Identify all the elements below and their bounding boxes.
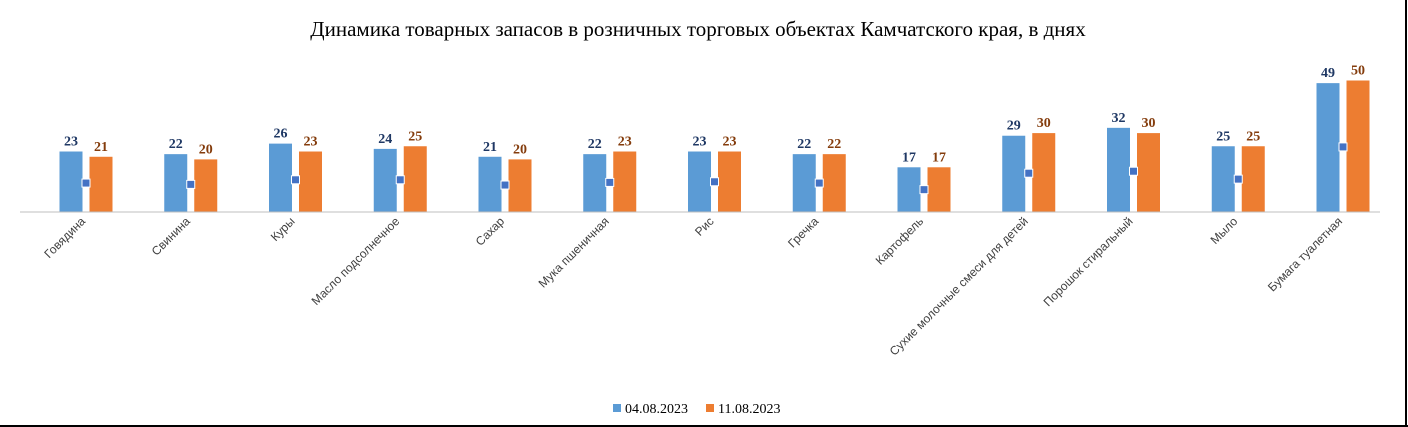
average-marker	[710, 177, 719, 187]
bar-series-2	[1032, 133, 1056, 212]
average-marker	[1129, 166, 1138, 176]
data-label: 25	[408, 129, 422, 144]
bar-series-1	[688, 151, 711, 212]
legend-label-series-2: 11.08.2023	[718, 402, 780, 417]
bar-series-2	[613, 151, 637, 212]
category-tick-label: Бумага туалетная	[1265, 214, 1345, 294]
bar-series-2	[89, 156, 113, 212]
average-marker	[919, 185, 929, 195]
data-label: 17	[902, 150, 916, 165]
data-label: 22	[827, 137, 841, 152]
bar-series-1	[1316, 83, 1340, 212]
bar-series-1	[1107, 127, 1130, 212]
data-label: 30	[1037, 116, 1051, 131]
category-tick-label: Мыло	[1208, 214, 1241, 247]
bar-series-1	[373, 148, 397, 212]
data-label: 24	[378, 132, 392, 147]
category-tick-label: Мука пшеничная	[536, 214, 612, 290]
category-tick-label: Картофель	[873, 214, 926, 267]
category-tick-label: Порошок стиральный	[1041, 214, 1136, 309]
data-label: 23	[723, 135, 737, 150]
data-label: 22	[797, 137, 811, 152]
data-label: 23	[693, 135, 707, 150]
data-label: 25	[1246, 129, 1260, 144]
bar-series-2	[508, 159, 532, 212]
frame-bottom-edge	[0, 425, 1408, 427]
bar-series-1	[897, 167, 921, 212]
data-label: 17	[932, 150, 946, 165]
bar-series-2	[927, 167, 951, 212]
bar-series-1	[1002, 135, 1026, 212]
legend: 04.08.2023 11.08.2023	[613, 402, 780, 417]
data-label: 21	[94, 140, 108, 155]
data-label: 22	[588, 137, 602, 152]
category-tick-label: Рис	[692, 214, 717, 239]
bars-layer: 23 21 Говядина 22 20 Свинина 26 23 Куры 24 25 Масло…	[41, 64, 1370, 358]
data-label: 26	[274, 127, 288, 142]
bar-series-1	[583, 154, 607, 212]
average-marker	[1338, 142, 1348, 152]
data-label: 30	[1142, 116, 1156, 131]
bar-series-1	[478, 156, 502, 212]
data-label: 20	[199, 142, 213, 157]
bar-series-1	[164, 154, 188, 212]
bar-series-1	[269, 143, 292, 212]
legend-swatch-series-2	[706, 404, 714, 412]
data-label: 32	[1112, 111, 1126, 126]
data-label: 29	[1007, 119, 1021, 134]
bar-series-2	[822, 154, 846, 212]
bar-series-2	[299, 151, 322, 212]
bar-series-1	[1211, 146, 1235, 212]
average-marker	[605, 177, 615, 187]
bar-series-2	[718, 151, 741, 212]
category-tick-label: Гречка	[785, 214, 821, 250]
bar-series-2	[403, 146, 427, 212]
data-label: 21	[483, 140, 497, 155]
average-marker	[1233, 174, 1243, 184]
data-label: 23	[618, 135, 632, 150]
bar-series-2	[1137, 133, 1160, 212]
data-label: 25	[1216, 129, 1230, 144]
bar-series-2	[194, 159, 218, 212]
chart-title: Динамика товарных запасов в розничных то…	[310, 17, 1086, 41]
category-tick-label: Масло подсолнечное	[309, 214, 403, 308]
legend-swatch-series-1	[613, 404, 621, 412]
data-label: 23	[64, 135, 78, 150]
category-tick-label: Куры	[268, 214, 298, 244]
average-marker	[814, 178, 824, 188]
average-marker	[500, 180, 510, 190]
bar-series-2	[1346, 80, 1370, 212]
average-marker	[81, 178, 91, 188]
category-tick-label: Свинина	[149, 214, 193, 258]
frame-right-edge	[1405, 0, 1407, 427]
data-label: 20	[513, 142, 527, 157]
bar-series-1	[792, 154, 816, 212]
data-label: 50	[1351, 64, 1365, 79]
bar-series-2	[1241, 146, 1265, 212]
data-label: 49	[1321, 66, 1335, 81]
legend-label-series-1: 04.08.2023	[625, 402, 688, 417]
average-marker	[395, 175, 405, 185]
data-label: 23	[304, 135, 318, 150]
category-tick-label: Говядина	[41, 214, 88, 261]
average-marker	[291, 175, 300, 185]
category-tick-label: Сахар	[473, 214, 508, 249]
data-label: 22	[169, 137, 183, 152]
average-marker	[1024, 168, 1034, 178]
bar-series-1	[59, 151, 83, 212]
average-marker	[186, 179, 196, 189]
